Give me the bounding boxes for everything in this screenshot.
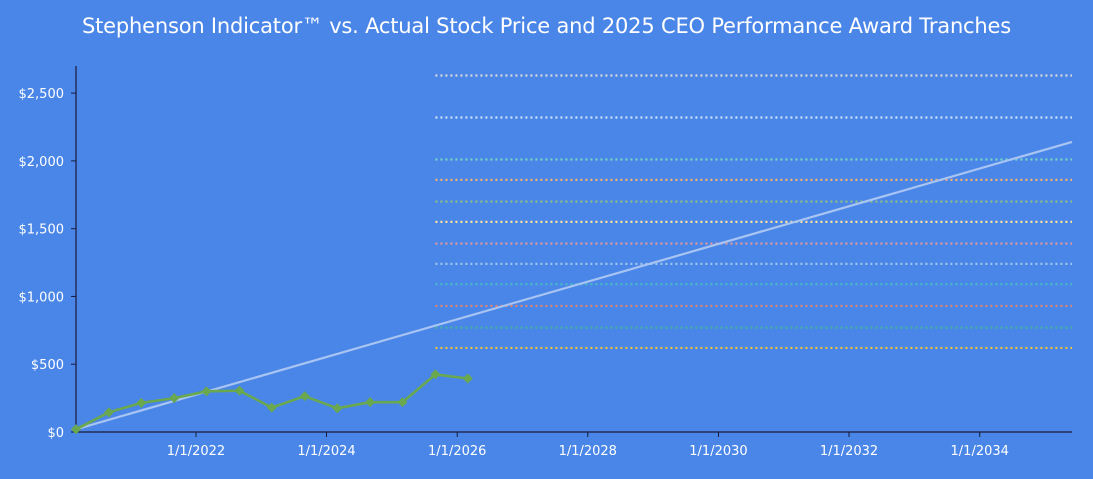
chart-title: Stephenson Indicator™ vs. Actual Stock P… — [82, 14, 1011, 38]
stock-price-point-3 — [136, 397, 147, 408]
y-tick-label-3: $1,500 — [19, 223, 65, 238]
stock-price-point-2 — [103, 407, 114, 418]
x-tick-label-4: 1/1/2030 — [689, 444, 747, 459]
x-tick-label-5: 1/1/2032 — [820, 444, 878, 459]
stock-price-point-12 — [430, 369, 441, 380]
x-tick-label-2: 1/1/2026 — [428, 444, 486, 459]
y-tick-label-2: $1,000 — [19, 290, 65, 305]
stock-price-point-7 — [266, 402, 277, 413]
x-tick-label-3: 1/1/2028 — [559, 444, 617, 459]
stock-price-line — [75, 373, 468, 431]
stock-price-point-5 — [201, 386, 212, 397]
stock-price-point-10 — [365, 397, 376, 408]
stock-price-point-6 — [234, 385, 245, 396]
x-tick-label-0: 1/1/2022 — [167, 444, 225, 459]
y-tick-label-5: $2,500 — [19, 87, 65, 102]
x-tick-label-1: 1/1/2024 — [297, 444, 355, 459]
stock-price-point-1 — [71, 424, 81, 435]
stock-price-point-11 — [397, 397, 408, 408]
y-tick-label-4: $2,000 — [19, 155, 65, 170]
y-tick-label-0: $0 — [47, 426, 64, 441]
stock-price-point-13 — [462, 373, 473, 384]
stock-price-point-4 — [169, 393, 180, 404]
stock-price-point-9 — [332, 403, 343, 414]
x-tick-label-6: 1/1/2034 — [951, 444, 1009, 459]
stock-price-point-8 — [299, 391, 310, 402]
indicator-trend-line — [75, 140, 1073, 431]
y-tick-label-1: $500 — [31, 358, 64, 373]
